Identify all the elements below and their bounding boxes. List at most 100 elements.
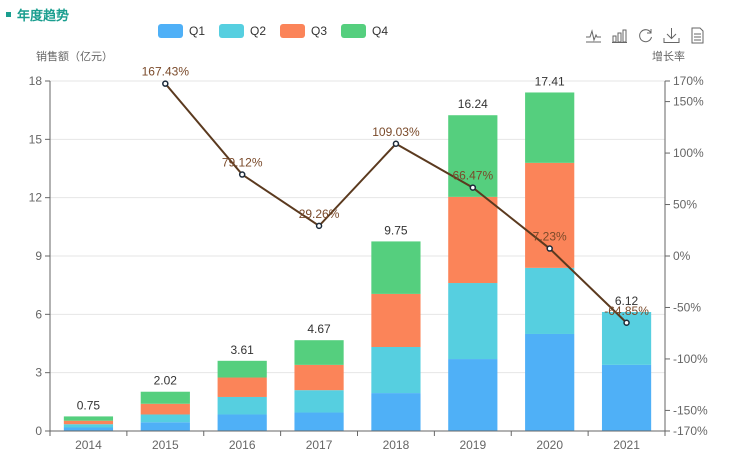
bar-q4 [294, 340, 344, 365]
total-label: 0.75 [77, 398, 101, 412]
total-label: 4.67 [307, 322, 331, 336]
y-tick-label: 15 [29, 132, 43, 146]
total-label: 17.41 [535, 74, 565, 88]
bar-q1 [525, 333, 575, 431]
y2-tick-label: -170% [673, 424, 708, 438]
bar-q2 [371, 347, 421, 394]
y2-tick-label: 50% [673, 198, 697, 212]
bar-q2 [294, 390, 344, 413]
x-tick-label: 2015 [152, 438, 179, 452]
legend-label: Q2 [250, 24, 267, 38]
bar-q4 [525, 92, 575, 163]
toolbox [585, 27, 706, 44]
bar-q1 [140, 422, 190, 431]
x-tick-label: 2014 [75, 438, 102, 452]
bar-q2 [140, 414, 190, 423]
bar-q4 [63, 416, 114, 421]
total-label: 16.24 [458, 97, 488, 111]
growth-point [469, 184, 477, 191]
legend-swatch-q1 [158, 24, 183, 38]
y-tick-label: 18 [29, 74, 43, 88]
y-tick-label: 3 [35, 366, 42, 380]
legend-item-q1[interactable]: Q1 [158, 24, 205, 38]
y2-axis-title: 增长率 [652, 49, 685, 63]
line-chart-icon[interactable] [585, 27, 602, 44]
bar-q4 [448, 115, 498, 197]
legend-swatch-q4 [341, 24, 367, 38]
title-marker [6, 12, 11, 17]
legend-item-q4[interactable]: Q4 [341, 24, 388, 38]
x-tick-label: 2020 [536, 438, 563, 452]
growth-point [315, 222, 323, 230]
growth-point [162, 80, 169, 87]
y-tick-label: 0 [35, 424, 42, 438]
growth-label: 66.47% [452, 169, 493, 183]
y-tick-label: 6 [35, 307, 42, 321]
y-tick-label: 9 [35, 249, 42, 263]
growth-point [392, 140, 400, 148]
total-label: 6.12 [615, 294, 639, 308]
legend-item-q3[interactable]: Q3 [280, 24, 327, 38]
bar-q2 [217, 396, 267, 415]
bar-q1 [371, 393, 421, 431]
download-icon[interactable] [663, 27, 680, 44]
section-title: 年度趋势 [6, 5, 69, 24]
bar-q2 [63, 424, 114, 428]
bar-q1 [217, 414, 267, 431]
legend-label: Q1 [189, 24, 206, 38]
x-tick-label: 2018 [383, 438, 410, 452]
growth-label: 79.12% [222, 156, 263, 170]
bar-q3 [217, 377, 267, 397]
y2-tick-label: -50% [673, 300, 701, 314]
total-label: 9.75 [384, 223, 408, 237]
bar-q1 [294, 412, 344, 431]
growth-point [546, 245, 553, 252]
legend-swatch-q2 [219, 24, 245, 38]
bar-q2 [525, 267, 575, 334]
y2-tick-label: 0% [673, 249, 691, 263]
y2-tick-label: 170% [673, 74, 704, 88]
growth-point [623, 319, 630, 327]
legend: Q1 Q2 Q3 Q4 [158, 24, 388, 38]
x-tick-label: 2017 [306, 438, 333, 452]
bar-q4 [140, 391, 190, 404]
legend-item-q2[interactable]: Q2 [219, 24, 266, 38]
y2-tick-label: -150% [673, 403, 708, 417]
bar-q3 [294, 364, 344, 391]
bar-chart-icon[interactable] [611, 27, 628, 44]
bar-q1 [601, 364, 652, 431]
data-view-icon[interactable] [689, 27, 706, 44]
growth-label: 29.26% [299, 207, 340, 221]
x-tick-label: 2016 [229, 438, 256, 452]
bar-q3 [448, 196, 498, 284]
bar-q4 [217, 360, 267, 378]
growth-label: 167.43% [142, 65, 190, 79]
bar-q3 [140, 403, 190, 415]
y2-tick-label: -100% [673, 352, 708, 366]
y2-tick-label: 150% [673, 95, 704, 109]
bar-q2 [448, 283, 498, 360]
y-tick-label: 12 [29, 191, 43, 205]
total-label: 2.02 [154, 374, 178, 388]
title-text: 年度趋势 [17, 9, 70, 24]
y2-tick-label: 100% [673, 146, 704, 160]
legend-label: Q3 [311, 24, 328, 38]
y-axis-title: 销售额（亿元） [36, 49, 113, 63]
x-tick-label: 2019 [459, 438, 486, 452]
bar-q3 [525, 162, 575, 268]
growth-point [238, 171, 246, 178]
bar-q3 [371, 293, 421, 347]
restore-icon[interactable] [637, 27, 654, 44]
growth-label: 109.03% [372, 125, 420, 139]
legend-label: Q4 [372, 24, 389, 38]
bar-q4 [371, 241, 421, 294]
bar-q1 [63, 427, 114, 431]
bar-q3 [63, 420, 114, 425]
bar-q1 [448, 359, 498, 431]
growth-label: -64.85% [604, 304, 649, 318]
x-tick-label: 2021 [613, 438, 640, 452]
legend-swatch-q3 [280, 24, 306, 38]
growth-label: 7.23% [533, 230, 567, 244]
total-label: 3.61 [231, 343, 255, 357]
